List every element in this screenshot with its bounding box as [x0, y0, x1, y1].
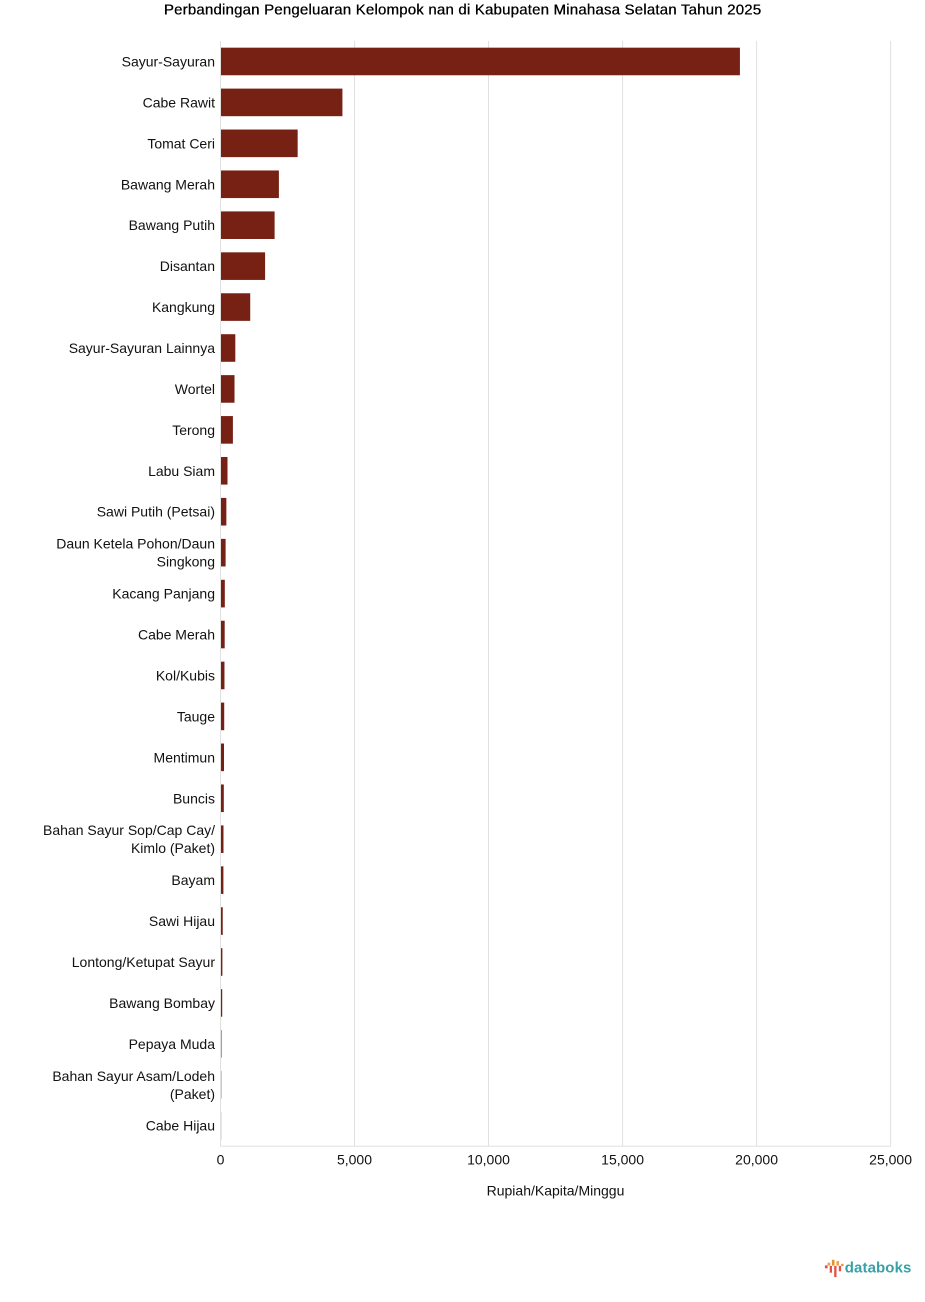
- svg-text:Terong: Terong: [172, 422, 215, 438]
- svg-text:Pepaya Muda: Pepaya Muda: [129, 1036, 216, 1052]
- svg-text:databoks: databoks: [845, 1260, 912, 1277]
- svg-text:Rupiah/Kapita/Minggu: Rupiah/Kapita/Minggu: [487, 1183, 625, 1199]
- svg-text:Bahan Sayur Sop/Cap Cay/: Bahan Sayur Sop/Cap Cay/: [43, 822, 215, 838]
- svg-text:15,000: 15,000: [601, 1152, 644, 1168]
- svg-text:Labu Siam: Labu Siam: [148, 463, 215, 479]
- svg-text:25,000: 25,000: [869, 1152, 912, 1168]
- svg-text:10,000: 10,000: [467, 1152, 510, 1168]
- svg-text:(Paket): (Paket): [170, 1086, 215, 1102]
- svg-text:20,000: 20,000: [735, 1152, 778, 1168]
- svg-text:0: 0: [217, 1152, 225, 1168]
- svg-text:Bahan Sayur Asam/Lodeh: Bahan Sayur Asam/Lodeh: [52, 1068, 215, 1084]
- svg-text:Buncis: Buncis: [173, 790, 215, 806]
- svg-text:Cabe Rawit: Cabe Rawit: [143, 94, 215, 110]
- svg-text:Cabe Merah: Cabe Merah: [138, 627, 215, 643]
- svg-text:Bayam: Bayam: [171, 872, 215, 888]
- svg-text:Bawang Putih: Bawang Putih: [129, 217, 215, 233]
- svg-text:Sayur-Sayuran Lainnya: Sayur-Sayuran Lainnya: [69, 340, 216, 356]
- svg-text:5,000: 5,000: [337, 1152, 372, 1168]
- svg-text:Disantan: Disantan: [160, 258, 215, 274]
- svg-text:Sayur-Sayuran: Sayur-Sayuran: [122, 53, 215, 69]
- svg-text:Daun Ketela Pohon/Daun: Daun Ketela Pohon/Daun: [56, 536, 215, 552]
- svg-text:Kimlo (Paket): Kimlo (Paket): [131, 840, 215, 856]
- svg-text:Cabe Hijau: Cabe Hijau: [146, 1118, 215, 1134]
- svg-text:Kol/Kubis: Kol/Kubis: [156, 667, 215, 683]
- svg-text:Sawi Hijau: Sawi Hijau: [149, 913, 215, 929]
- svg-text:Wortel: Wortel: [175, 381, 215, 397]
- svg-text:Kangkung: Kangkung: [152, 299, 215, 315]
- svg-text:Bawang Merah: Bawang Merah: [121, 176, 215, 192]
- svg-text:Tauge: Tauge: [177, 708, 215, 724]
- svg-text:Singkong: Singkong: [157, 554, 215, 570]
- svg-text:Mentimun: Mentimun: [154, 749, 215, 765]
- svg-text:Lontong/Ketupat Sayur: Lontong/Ketupat Sayur: [72, 954, 216, 970]
- svg-text:Kacang Panjang: Kacang Panjang: [112, 586, 215, 602]
- svg-text:Perbandingan Pengeluaran Kelom: Perbandingan Pengeluaran Kelompok nan di…: [164, 2, 761, 19]
- svg-text:Bawang Bombay: Bawang Bombay: [109, 995, 215, 1011]
- svg-text:Tomat Ceri: Tomat Ceri: [147, 135, 215, 151]
- svg-text:Sawi Putih (Petsai): Sawi Putih (Petsai): [97, 504, 215, 520]
